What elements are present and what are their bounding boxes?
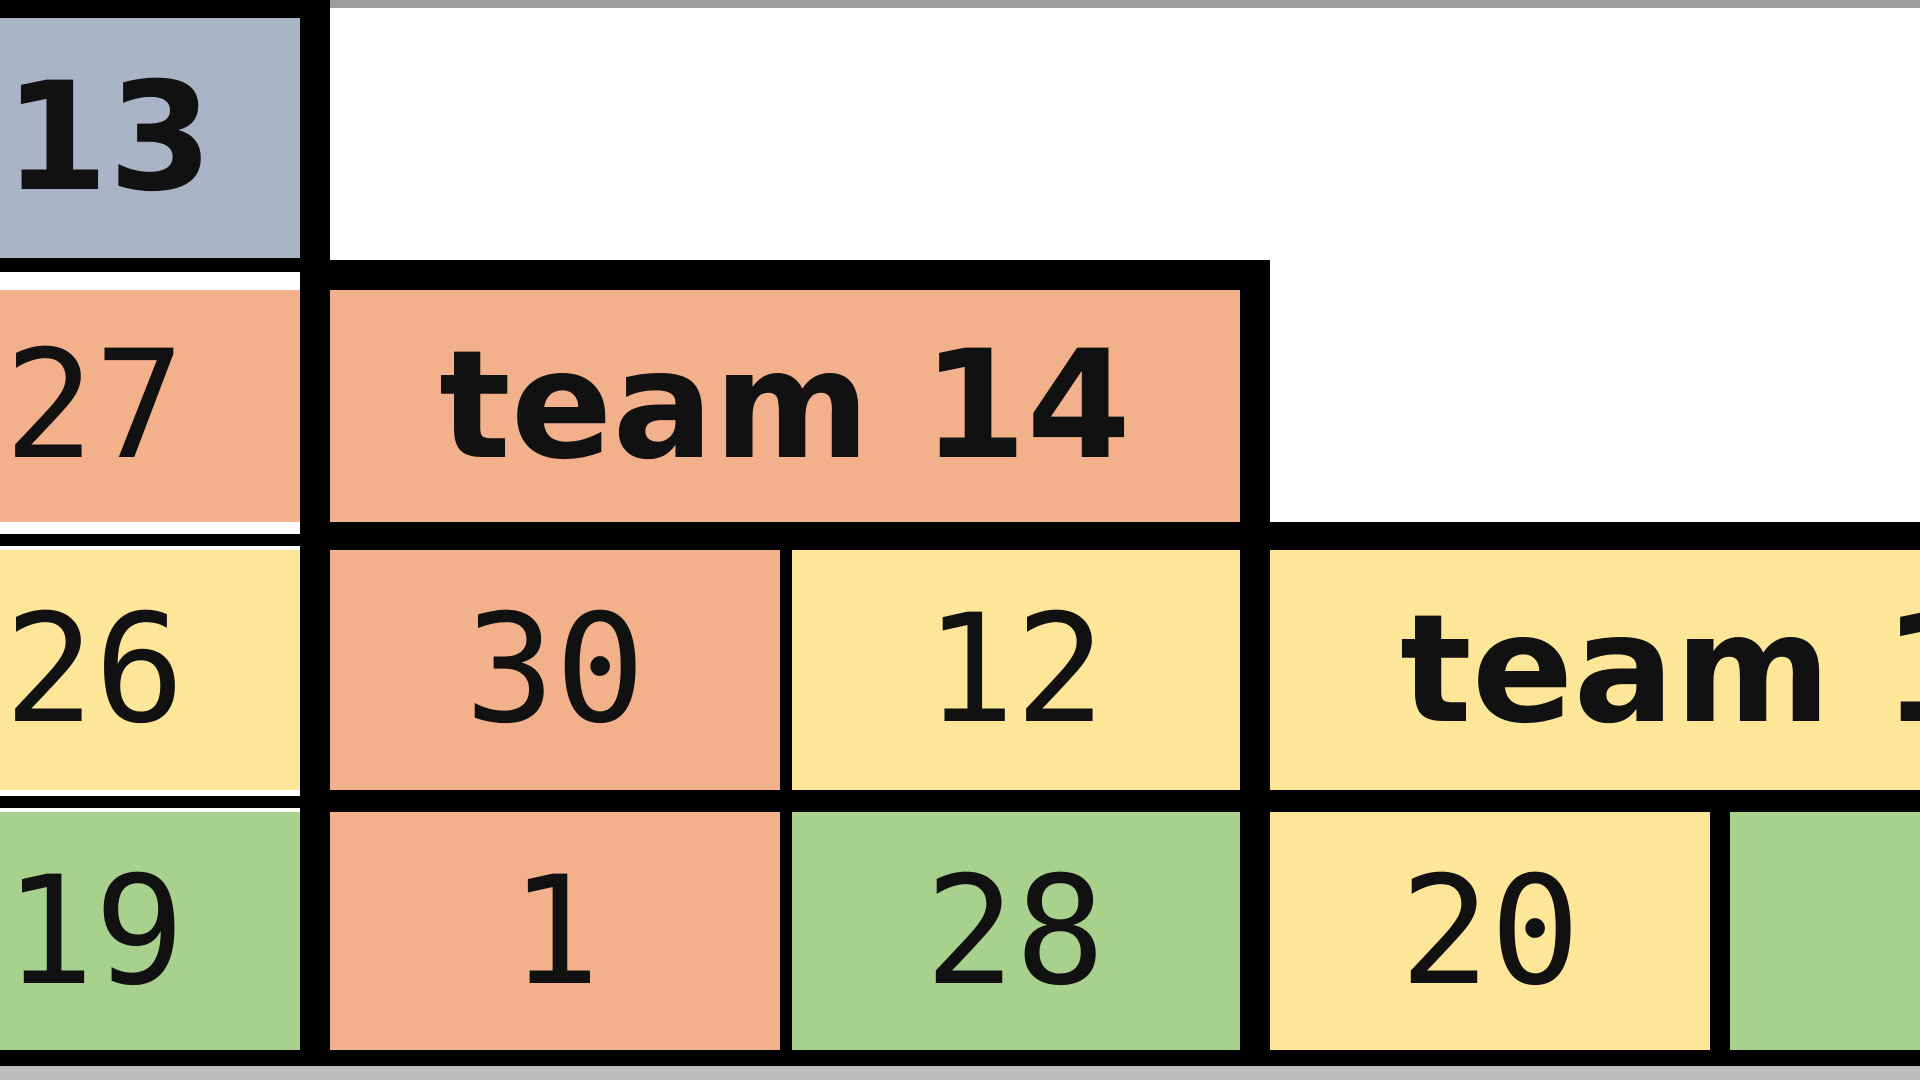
cell-1[interactable]: 1 [330,812,780,1052]
thick-border [0,1050,1920,1068]
cell-12[interactable]: 12 [790,550,1240,790]
thick-border [1240,260,1270,1060]
cell-19[interactable]: 19 [0,812,300,1052]
thick-border [0,0,330,18]
grid-line [0,534,320,546]
thick-border [1270,790,1920,812]
thick-border [330,260,1270,290]
cell-13[interactable]: 13 [0,18,300,258]
grid-line [1710,812,1730,1052]
grid-line [0,796,320,808]
team-14-header[interactable]: team 14 [330,290,1240,522]
team-15-header[interactable]: team 1 [1270,550,1920,790]
cell-27[interactable]: 27 [0,290,300,522]
bottom-strip [0,1066,1920,1080]
cell-26[interactable]: 26 [0,550,300,790]
grid-line [330,790,1240,812]
grid-line [0,258,320,272]
cell-20[interactable]: 20 [1270,812,1710,1052]
thick-border [330,522,1920,550]
thick-border [300,0,330,1060]
cell-partial-green[interactable] [1730,812,1920,1052]
cell-28[interactable]: 28 [790,812,1240,1052]
cell-30[interactable]: 30 [330,550,780,790]
top-border-line [330,0,1920,8]
